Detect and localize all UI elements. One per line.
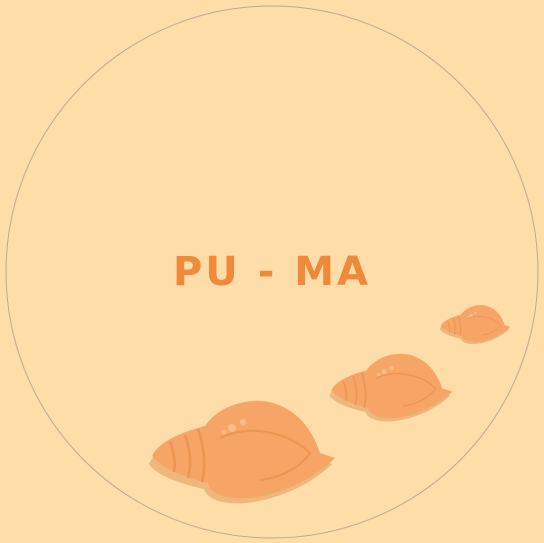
page: PU - MA (() => { const data = JSON.parse… bbox=[0, 0, 544, 543]
shell-large bbox=[149, 401, 335, 503]
logo: PU - MA bbox=[0, 0, 544, 543]
shell-small bbox=[440, 305, 511, 344]
logo-text: PU - MA bbox=[173, 249, 371, 295]
shell-medium bbox=[329, 354, 452, 422]
